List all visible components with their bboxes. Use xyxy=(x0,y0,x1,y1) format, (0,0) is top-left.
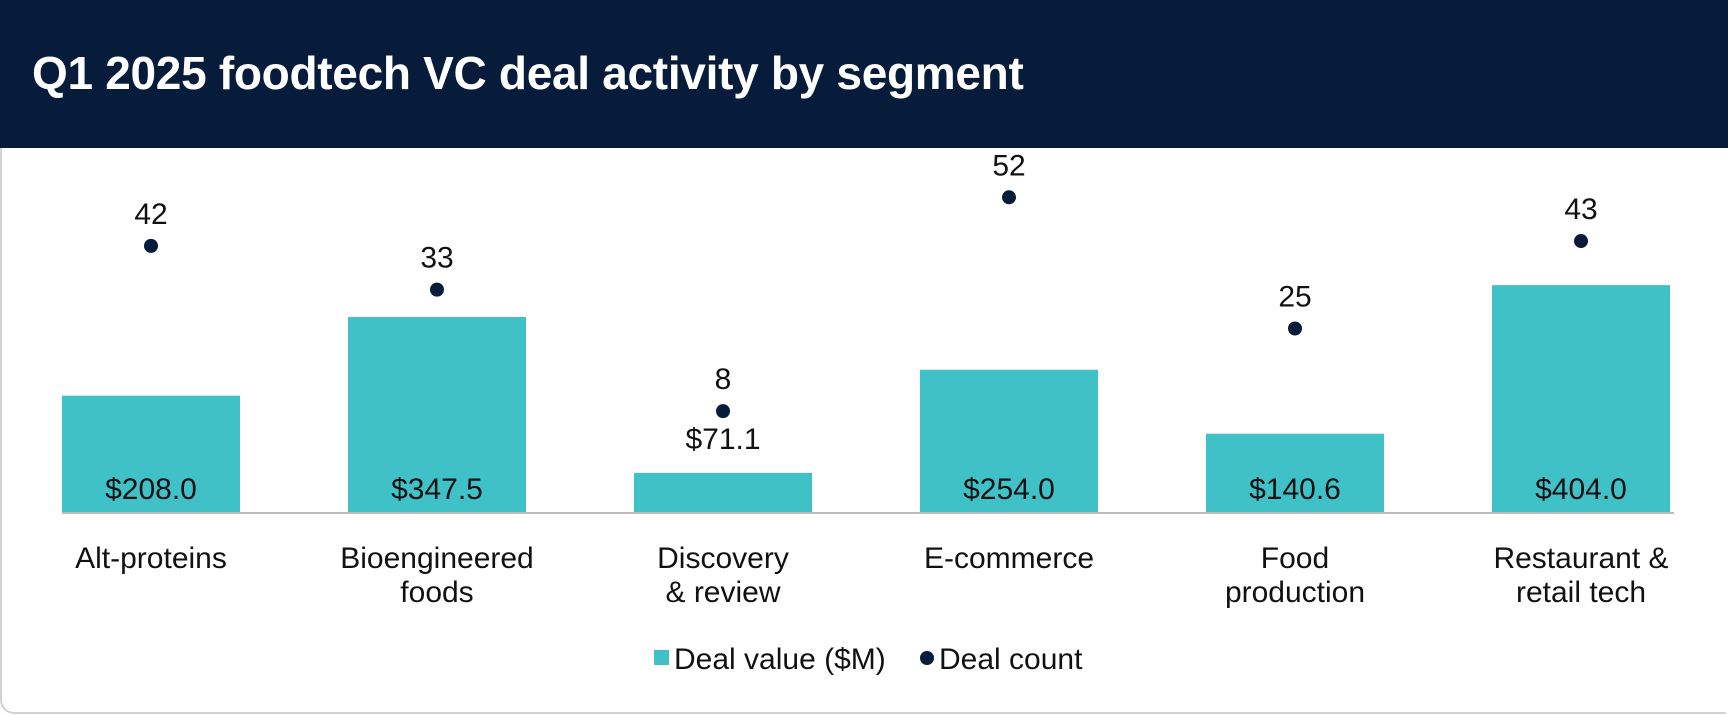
deal-count-label: 33 xyxy=(420,242,453,275)
deal-count-dot xyxy=(1002,190,1016,205)
bar-value-label: $140.6 xyxy=(1249,473,1341,506)
bar-deal-value xyxy=(62,395,240,513)
legend-swatch-deal-value xyxy=(654,650,669,665)
header-banner: Q1 2025 foodtech VC deal activity by seg… xyxy=(0,0,1728,148)
deal-count-label: 42 xyxy=(134,198,167,231)
chart-area: $208.0 42 Alt-proteins $347.5 33 Bioengineere… xyxy=(62,149,1674,676)
bar-deal-value xyxy=(920,369,1098,513)
bar-value-label: $404.0 xyxy=(1535,473,1627,506)
legend-label-deal-value: Deal value ($M) xyxy=(674,643,886,676)
category-label: production xyxy=(1225,576,1365,609)
deal-count-dot xyxy=(1288,321,1302,336)
category-label: retail tech xyxy=(1516,576,1646,609)
bar-deal-value xyxy=(348,317,526,513)
chart-title: Q1 2025 foodtech VC deal activity by seg… xyxy=(32,47,1024,99)
category-label: Food xyxy=(1261,542,1329,575)
deal-count-dot xyxy=(430,282,444,297)
legend-marker-deal-count xyxy=(920,651,934,665)
chart-card: $208.0 42 Alt-proteins $347.5 33 Bioengineere… xyxy=(0,148,1726,714)
deal-count-label: 52 xyxy=(992,149,1025,182)
category-label: Discovery xyxy=(657,542,789,575)
category-label: foods xyxy=(400,576,473,609)
bar-deal-value xyxy=(1492,285,1670,513)
category-label: Restaurant & xyxy=(1493,542,1668,575)
deal-count-label: 43 xyxy=(1564,193,1597,226)
category-label: Alt-proteins xyxy=(75,542,227,575)
deal-count-dot xyxy=(716,404,730,419)
bar-deal-value xyxy=(1206,433,1384,513)
category-label: E-commerce xyxy=(924,542,1094,575)
deal-count-dot xyxy=(1574,234,1588,249)
bar-value-label: $208.0 xyxy=(105,473,197,506)
bar-value-label: $254.0 xyxy=(963,473,1055,506)
bar-value-label: $347.5 xyxy=(391,473,483,506)
bar-value-label: $71.1 xyxy=(685,423,760,456)
deal-count-label: 8 xyxy=(715,363,732,396)
category-label: Bioengineered xyxy=(340,542,534,575)
bar-deal-value xyxy=(634,472,812,513)
legend: Deal value ($M) Deal count xyxy=(654,643,1083,676)
deal-count-dot xyxy=(144,238,158,253)
category-label: & review xyxy=(665,576,780,609)
legend-label-deal-count: Deal count xyxy=(939,643,1083,676)
deal-count-label: 25 xyxy=(1278,281,1311,314)
